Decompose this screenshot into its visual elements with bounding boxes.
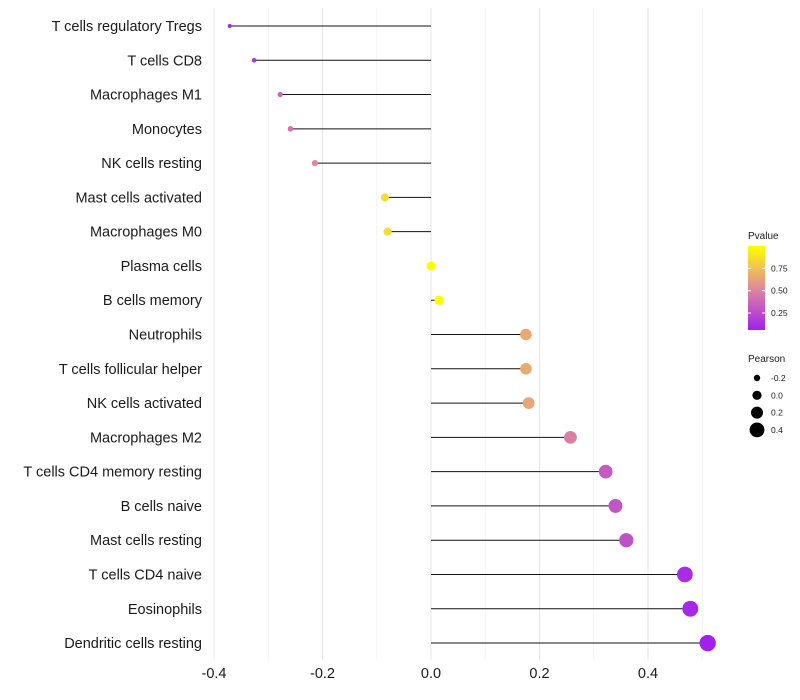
category-label: B cells memory [103, 293, 203, 309]
size-legend-label: -0.2 [771, 373, 786, 383]
pvalue-colorbar [748, 246, 765, 330]
category-label: Eosinophils [128, 602, 202, 618]
category-label: T cells CD4 naive [89, 567, 202, 583]
category-labels: T cells regulatory Tregs T cells CD8 Macro… [23, 19, 202, 652]
category-label: T cells CD8 [127, 53, 202, 69]
grid-lines [213, 8, 703, 660]
category-label: Mast cells resting [90, 533, 202, 549]
point [522, 397, 535, 409]
point [682, 600, 699, 617]
point [520, 328, 532, 341]
category-label: T cells follicular helper [59, 362, 202, 378]
size-legend-dot [751, 406, 763, 419]
point [564, 430, 577, 444]
point [277, 91, 283, 98]
category-label: Neutrophils [129, 328, 202, 344]
category-label: Macrophages M1 [90, 88, 202, 104]
points [227, 23, 716, 652]
pvalue-legend-title: Pvalue [748, 231, 779, 242]
category-label: NK cells activated [87, 396, 202, 412]
point [380, 193, 389, 202]
point [287, 126, 294, 132]
point [619, 533, 634, 548]
point [434, 295, 444, 305]
pvalue-legend: Pvalue 0.25 0.50 0.75 [748, 231, 788, 330]
x-tick-label: -0.4 [202, 666, 227, 682]
category-label: Monocytes [132, 122, 202, 138]
category-label: Macrophages M2 [90, 430, 202, 446]
size-legend-dot [753, 374, 761, 382]
point [699, 634, 716, 652]
colorbar-label: 0.75 [771, 263, 788, 273]
point [677, 566, 693, 583]
point [383, 227, 392, 236]
x-tick-labels: -0.4 -0.2 0.0 0.2 0.4 [202, 666, 659, 682]
category-label: Mast cells activated [75, 190, 202, 206]
x-tick-label: -0.2 [310, 666, 335, 682]
colorbar-label: 0.25 [771, 308, 788, 318]
x-tick-label: 0.0 [421, 666, 441, 682]
size-legend-dot [752, 390, 762, 400]
size-legend-label: 0.2 [771, 408, 783, 418]
category-label: Macrophages M0 [90, 225, 202, 241]
point [608, 498, 623, 513]
size-legend-label: 0.0 [771, 390, 783, 400]
pearson-legend-title: Pearson [748, 354, 785, 365]
point [251, 57, 257, 63]
category-label: NK cells resting [101, 156, 202, 172]
category-label: Dendritic cells resting [64, 636, 202, 652]
colorbar-label: 0.50 [771, 286, 788, 296]
x-tick-label: 0.4 [638, 666, 658, 682]
point [520, 362, 532, 375]
x-tick-label: 0.2 [529, 666, 549, 682]
size-legend-label: 0.4 [771, 425, 783, 435]
category-label: T cells regulatory Tregs [52, 19, 202, 35]
category-label: Plasma cells [121, 259, 202, 275]
point [426, 261, 436, 271]
category-label: B cells naive [121, 499, 202, 515]
point [227, 23, 232, 29]
size-legend-dot [749, 422, 765, 438]
point [311, 160, 319, 167]
point [598, 464, 613, 479]
category-label: T cells CD4 memory resting [23, 465, 202, 481]
stems [229, 25, 708, 644]
pearson-legend: Pearson -0.2 0.0 0.2 0.4 [748, 354, 786, 438]
